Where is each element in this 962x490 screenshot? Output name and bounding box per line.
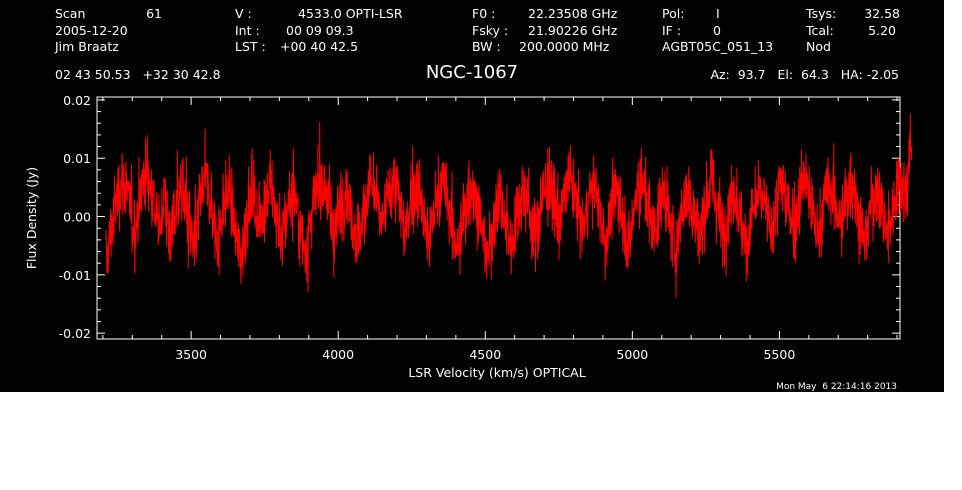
spectrum-series-line	[105, 113, 913, 298]
header-tcal-value: 5.20	[868, 23, 896, 38]
y-axis-label: Flux Density (Jy)	[24, 167, 39, 269]
header-observer: Jim Braatz	[54, 39, 119, 54]
header-tsys-value: 32.58	[864, 6, 900, 21]
observation-header: Scan 61 V : 4533.0 OPTI-LSR F0 : 22.2350…	[54, 6, 900, 83]
header-lst-label: LST :	[235, 39, 266, 54]
x-axis-label: LSR Velocity (km/s) OPTICAL	[408, 365, 585, 380]
header-scan-label: Scan	[55, 6, 85, 21]
header-tcal-label: Tcal:	[805, 23, 834, 38]
header-f0-label: F0 :	[472, 6, 495, 21]
header-f0-value: 22.23508 GHz	[528, 6, 618, 21]
plot-axes: 3500 4000 4500 5000 5500 -0.02 -0.01 0.00 0.01 0.…	[59, 93, 901, 362]
timestamp: Mon May 6 22:14:16 2013	[776, 382, 897, 392]
header-procedure: Nod	[806, 39, 831, 54]
x-tick-label: 5500	[763, 347, 795, 362]
header-coordinates: 02 43 50.53 +32 30 42.8	[55, 67, 221, 82]
plot-frame	[96, 96, 901, 340]
header-if-label: IF :	[662, 23, 681, 38]
y-tick-label: 0.00	[63, 210, 91, 225]
header-bw-value: 200.0000 MHz	[519, 39, 610, 54]
chart-title: NGC-1067	[426, 62, 518, 83]
header-if-value: 0	[713, 23, 721, 38]
axis-labels: LSR Velocity (km/s) OPTICAL Flux Density…	[24, 167, 897, 392]
y-tick-label: -0.01	[59, 268, 91, 283]
y-tick-label: 0.02	[63, 93, 91, 108]
header-project: AGBT05C_051_13	[662, 39, 773, 54]
header-tsys-label: Tsys:	[805, 6, 836, 21]
header-fsky-value: 21.90226 GHz	[528, 23, 618, 38]
header-fsky-label: Fsky :	[472, 23, 508, 38]
x-tick-label: 4000	[322, 347, 354, 362]
x-tick-label: 3500	[175, 347, 207, 362]
spectrum-plot: Scan 61 V : 4533.0 OPTI-LSR F0 : 22.2350…	[0, 0, 944, 392]
header-lst-value: +00 40 42.5	[280, 39, 358, 54]
y-tick-label: -0.02	[59, 326, 91, 341]
header-date: 2005-12-20	[55, 23, 128, 38]
header-pol-label: Pol:	[662, 6, 684, 21]
header-scan-value: 61	[146, 6, 162, 21]
y-tick-label: 0.01	[63, 151, 91, 166]
header-pol-value: I	[716, 6, 720, 21]
header-int-label: Int :	[235, 23, 260, 38]
plot-series	[105, 113, 913, 298]
header-pointing: Az: 93.7 El: 64.3 HA: -2.05	[710, 67, 899, 82]
header-velocity-value: 4533.0 OPTI-LSR	[298, 6, 403, 21]
x-tick-label: 4500	[469, 347, 501, 362]
x-tick-label: 5000	[616, 347, 648, 362]
header-int-value: 00 09 09.3	[286, 23, 354, 38]
header-bw-label: BW :	[472, 39, 501, 54]
spectrum-chart: Scan 61 V : 4533.0 OPTI-LSR F0 : 22.2350…	[24, 6, 913, 392]
header-velocity-label: V :	[235, 6, 252, 21]
